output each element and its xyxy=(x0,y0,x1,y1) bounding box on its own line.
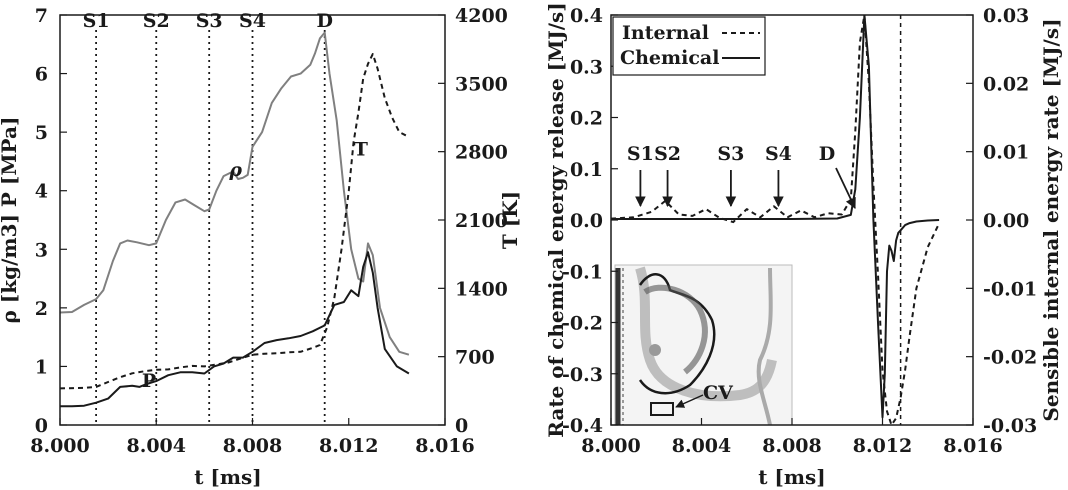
left-y2-tick-label: 700 xyxy=(455,347,495,369)
left-vline-label: S2 xyxy=(143,10,170,32)
right-arrows: S1 S2 S3 S4 D xyxy=(627,143,856,209)
left-y2-tick-label: 2100 xyxy=(455,210,508,232)
left-y-tick-label: 5 xyxy=(35,122,48,144)
left-annotation: T xyxy=(354,139,368,161)
right-x-tick-label: 8.016 xyxy=(943,435,1003,457)
left-series-line-2 xyxy=(60,251,410,408)
legend-internal-label: Internal xyxy=(622,22,709,44)
left-plot-frame xyxy=(59,14,446,426)
left-y-tick-label: 3 xyxy=(35,239,48,261)
right-y-axis-label: Rate of chemical energy release [MJ/s] xyxy=(544,2,568,437)
left-x-tick-label: 8.000 xyxy=(30,435,90,457)
arrow-label-s4: S4 xyxy=(765,143,792,165)
left-y2-tick-label: 2800 xyxy=(455,142,508,164)
right-y-tick-label: 0.1 xyxy=(570,159,603,181)
right-y-tick-label: -0.3 xyxy=(562,364,603,386)
left-y-tick-label: 6 xyxy=(35,64,48,86)
left-vline-label: S1 xyxy=(83,10,110,32)
inset-image: CV xyxy=(614,264,793,426)
right-ticks: 8.000 8.004 8.008 8.012 8.016 0.4 0.3 0.2 0.1 0.0… xyxy=(562,5,1037,457)
left-annotations: ρ T P xyxy=(142,139,368,392)
right-x-tick-label: 8.004 xyxy=(672,435,732,457)
left-y-tick-label: 0 xyxy=(35,415,48,437)
arrow-label-s2: S2 xyxy=(654,143,681,165)
right-y2-tick-label: -0.03 xyxy=(983,415,1037,437)
right-y2-axis-label: Sensible internal energy rate [MJ/s] xyxy=(1039,18,1063,421)
inset-cv-label: CV xyxy=(703,382,734,404)
cv-box xyxy=(650,402,674,416)
right-y-tick-label: -0.2 xyxy=(562,313,603,335)
left-y-axis-label: ρ [kg/m3] P [MPa] xyxy=(0,117,21,324)
right-y2-tick-label: 0.03 xyxy=(983,5,1029,27)
left-vline-label: S4 xyxy=(239,10,266,32)
left-y2-tick-label: 0 xyxy=(455,415,468,437)
right-y-tick-label: 0.2 xyxy=(570,108,603,130)
right-y2-tick-label: 0.02 xyxy=(983,73,1029,95)
left-series xyxy=(60,31,410,408)
left-x-tick-label: 8.008 xyxy=(223,435,283,457)
right-y2-tick-label: 0.00 xyxy=(983,210,1029,232)
left-x-tick-label: 8.016 xyxy=(415,435,475,457)
left-y-tick-label: 7 xyxy=(35,5,48,27)
right-chart: CV 8.000 8.004 8.008 8.012 8.016 0.4 0.3 0.2 0.1… xyxy=(544,2,1063,489)
left-x-axis-label: t [ms] xyxy=(194,465,262,489)
left-y2-tick-label: 3500 xyxy=(455,73,508,95)
left-y-tick-label: 4 xyxy=(35,181,48,203)
right-series-line-1 xyxy=(611,15,940,419)
right-y2-tick-label: -0.02 xyxy=(983,347,1037,369)
left-series-line-0 xyxy=(60,31,410,356)
arrow-label-d: D xyxy=(819,143,835,165)
right-x-tick-label: 8.012 xyxy=(853,435,913,457)
left-annotation: ρ xyxy=(228,159,242,181)
left-vline-label: D xyxy=(316,10,332,32)
right-x-axis-label: t [ms] xyxy=(758,465,826,489)
right-x-tick-label: 8.000 xyxy=(581,435,641,457)
left-y2-tick-label: 1400 xyxy=(455,278,508,300)
right-y-tick-label: -0.1 xyxy=(562,261,603,283)
left-ticks: 8.000 8.004 8.008 8.012 8.016012345670700140… xyxy=(30,5,508,457)
left-x-tick-label: 8.004 xyxy=(127,435,187,457)
left-y2-axis-label: T [K] xyxy=(498,191,522,249)
right-y-tick-label: 0.0 xyxy=(570,210,603,232)
right-y2-tick-label: -0.01 xyxy=(983,278,1037,300)
right-y-tick-label: 0.4 xyxy=(570,5,603,27)
left-y2-tick-label: 4200 xyxy=(455,5,508,27)
left-x-tick-label: 8.012 xyxy=(319,435,379,457)
left-vline-label: S3 xyxy=(196,10,223,32)
left-series-line-1 xyxy=(60,53,410,390)
left-chart: S1 S2 S3 S4 D 8.000 8.004 8.008 8.012 8.01601234… xyxy=(0,5,522,489)
right-y2-tick-label: 0.01 xyxy=(983,142,1029,164)
arrow-d xyxy=(835,167,856,209)
legend: Internal Chemical xyxy=(612,16,766,76)
legend-chemical-label: Chemical xyxy=(620,47,719,69)
left-vlines: S1 S2 S3 S4 D xyxy=(83,10,333,425)
right-y-tick-label: 0.3 xyxy=(570,56,603,78)
arrow-label-s3: S3 xyxy=(717,143,744,165)
left-annotation: P xyxy=(142,370,156,392)
right-x-tick-label: 8.008 xyxy=(762,435,822,457)
right-y-tick-label: -0.4 xyxy=(562,415,603,437)
left-y-tick-label: 2 xyxy=(35,298,48,320)
arrow-label-s1: S1 xyxy=(627,143,654,165)
left-y-tick-label: 1 xyxy=(35,356,48,378)
